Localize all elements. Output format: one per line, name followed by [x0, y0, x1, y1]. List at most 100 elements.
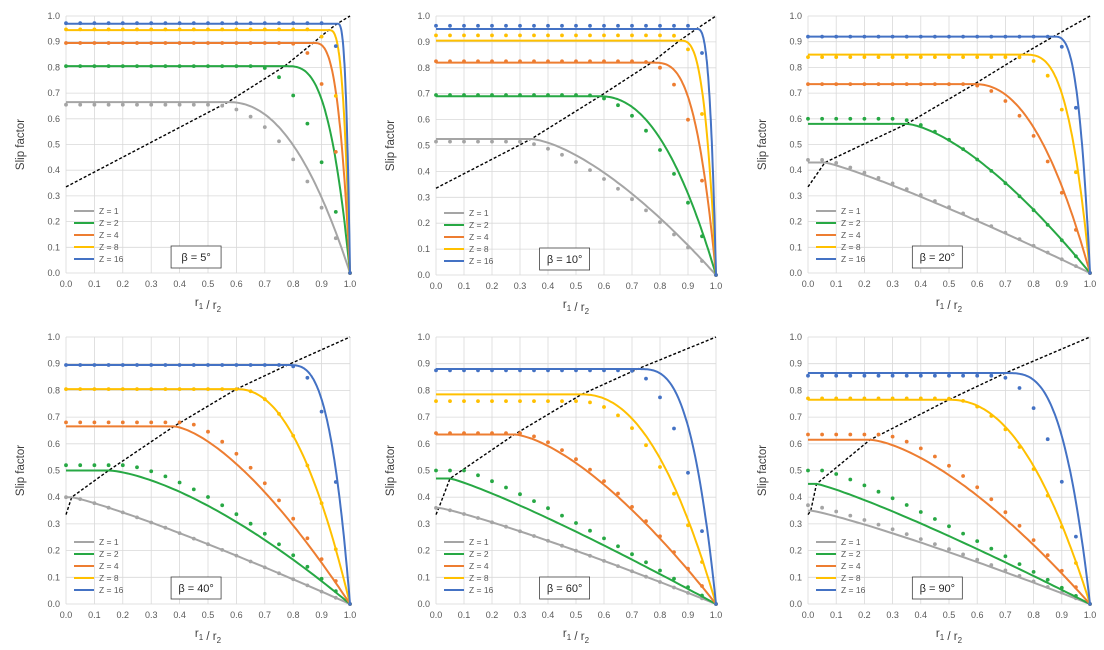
data-point-z16: [348, 602, 352, 606]
data-point-z1: [434, 506, 438, 510]
y-axis-title: Slip factor: [15, 119, 27, 170]
data-point-z8: [890, 396, 895, 401]
x-tick-label: 1.0: [1084, 610, 1097, 620]
data-point-z2: [319, 160, 324, 165]
y-tick-label: 0.7: [47, 412, 60, 422]
data-point-z8: [78, 387, 83, 391]
data-point-z2: [490, 479, 494, 484]
data-point-z4: [560, 448, 564, 452]
data-point-z2: [78, 64, 83, 68]
data-point-z8: [862, 55, 867, 59]
y-tick-label: 0.8: [47, 385, 60, 395]
data-point-z16: [135, 21, 139, 26]
data-point-z1: [291, 577, 296, 582]
data-point-z4: [806, 82, 810, 86]
data-point-z4: [462, 59, 466, 64]
data-point-z1: [234, 107, 239, 112]
beta-label: β = 40°: [178, 583, 214, 595]
data-point-z4: [672, 550, 676, 554]
legend-label: Z = 16: [469, 256, 494, 266]
data-point-z4: [820, 82, 824, 86]
data-point-z2: [305, 121, 310, 126]
data-point-z1: [574, 160, 578, 164]
series-line-z4: [436, 61, 717, 276]
data-point-z4: [191, 422, 196, 427]
data-point-z1: [462, 512, 466, 516]
data-point-z16: [616, 23, 620, 28]
data-point-z2: [532, 499, 536, 503]
series-line-z16: [808, 35, 1091, 274]
data-point-z16: [1088, 602, 1092, 606]
data-point-z1: [149, 520, 154, 525]
y-tick-label: 0.2: [47, 217, 60, 227]
data-point-z8: [262, 27, 267, 32]
x-tick-label: 0.9: [682, 281, 695, 291]
data-point-z4: [1059, 190, 1064, 195]
data-point-z2: [616, 103, 620, 108]
data-point-z4: [1074, 228, 1078, 232]
data-point-z4: [686, 566, 690, 571]
data-point-z16: [135, 363, 139, 367]
data-point-z4: [163, 41, 168, 45]
data-point-z8: [163, 27, 168, 32]
data-point-z2: [947, 524, 951, 529]
data-point-z16: [448, 23, 452, 28]
data-point-z8: [700, 112, 704, 116]
data-point-z2: [862, 483, 867, 488]
x-tick-label: 0.9: [315, 610, 328, 620]
data-point-z8: [644, 443, 648, 448]
series-line-z4: [66, 42, 351, 274]
data-point-z2: [448, 93, 452, 97]
data-point-z2: [890, 496, 895, 501]
data-point-z8: [876, 55, 881, 59]
data-point-z4: [834, 432, 839, 437]
y-tick-label: 0.4: [789, 492, 802, 502]
y-tick-label: 0.7: [789, 412, 802, 422]
data-point-z8: [961, 55, 965, 59]
data-point-z1: [834, 161, 839, 165]
y-tick-label: 0.3: [417, 519, 430, 529]
data-point-z8: [476, 33, 480, 38]
data-point-z8: [64, 27, 68, 32]
data-point-z8: [933, 396, 937, 401]
data-point-z2: [1045, 577, 1050, 582]
y-tick-label: 0.5: [789, 466, 802, 476]
series-line-z16: [66, 22, 351, 274]
data-point-z4: [630, 505, 634, 509]
data-point-z16: [149, 21, 154, 26]
data-point-z4: [933, 454, 937, 459]
y-tick-label: 0.3: [417, 192, 430, 202]
data-point-z4: [319, 82, 324, 86]
data-point-z16: [206, 363, 210, 367]
data-point-z16: [714, 273, 718, 277]
data-point-z1: [658, 220, 662, 225]
data-point-z16: [890, 373, 895, 378]
data-point-z2: [1074, 254, 1078, 259]
data-point-z1: [64, 495, 68, 500]
data-point-z16: [191, 21, 196, 26]
data-point-z1: [602, 559, 606, 563]
data-point-z8: [947, 396, 951, 401]
y-tick-label: 0.9: [789, 359, 802, 369]
data-point-z16: [1031, 406, 1036, 410]
data-point-z8: [1031, 467, 1036, 471]
data-point-z1: [546, 146, 550, 151]
data-point-z2: [1031, 570, 1036, 574]
data-point-z16: [462, 368, 466, 373]
data-point-z8: [672, 33, 676, 38]
data-point-z16: [574, 368, 578, 373]
data-point-z2: [862, 116, 867, 121]
data-point-z1: [876, 522, 881, 527]
y-tick-label: 0.2: [789, 546, 802, 556]
data-point-z16: [448, 368, 452, 373]
data-point-z4: [149, 420, 154, 425]
data-point-z4: [630, 59, 634, 64]
data-point-z4: [588, 59, 592, 64]
y-tick-label: 1.0: [789, 332, 802, 342]
y-tick-label: 0.5: [417, 141, 430, 151]
y-tick-label: 1.0: [417, 11, 430, 21]
data-point-z1: [319, 205, 324, 210]
data-point-z2: [806, 468, 810, 473]
data-point-z2: [319, 576, 324, 581]
y-tick-label: 0.9: [417, 37, 430, 47]
